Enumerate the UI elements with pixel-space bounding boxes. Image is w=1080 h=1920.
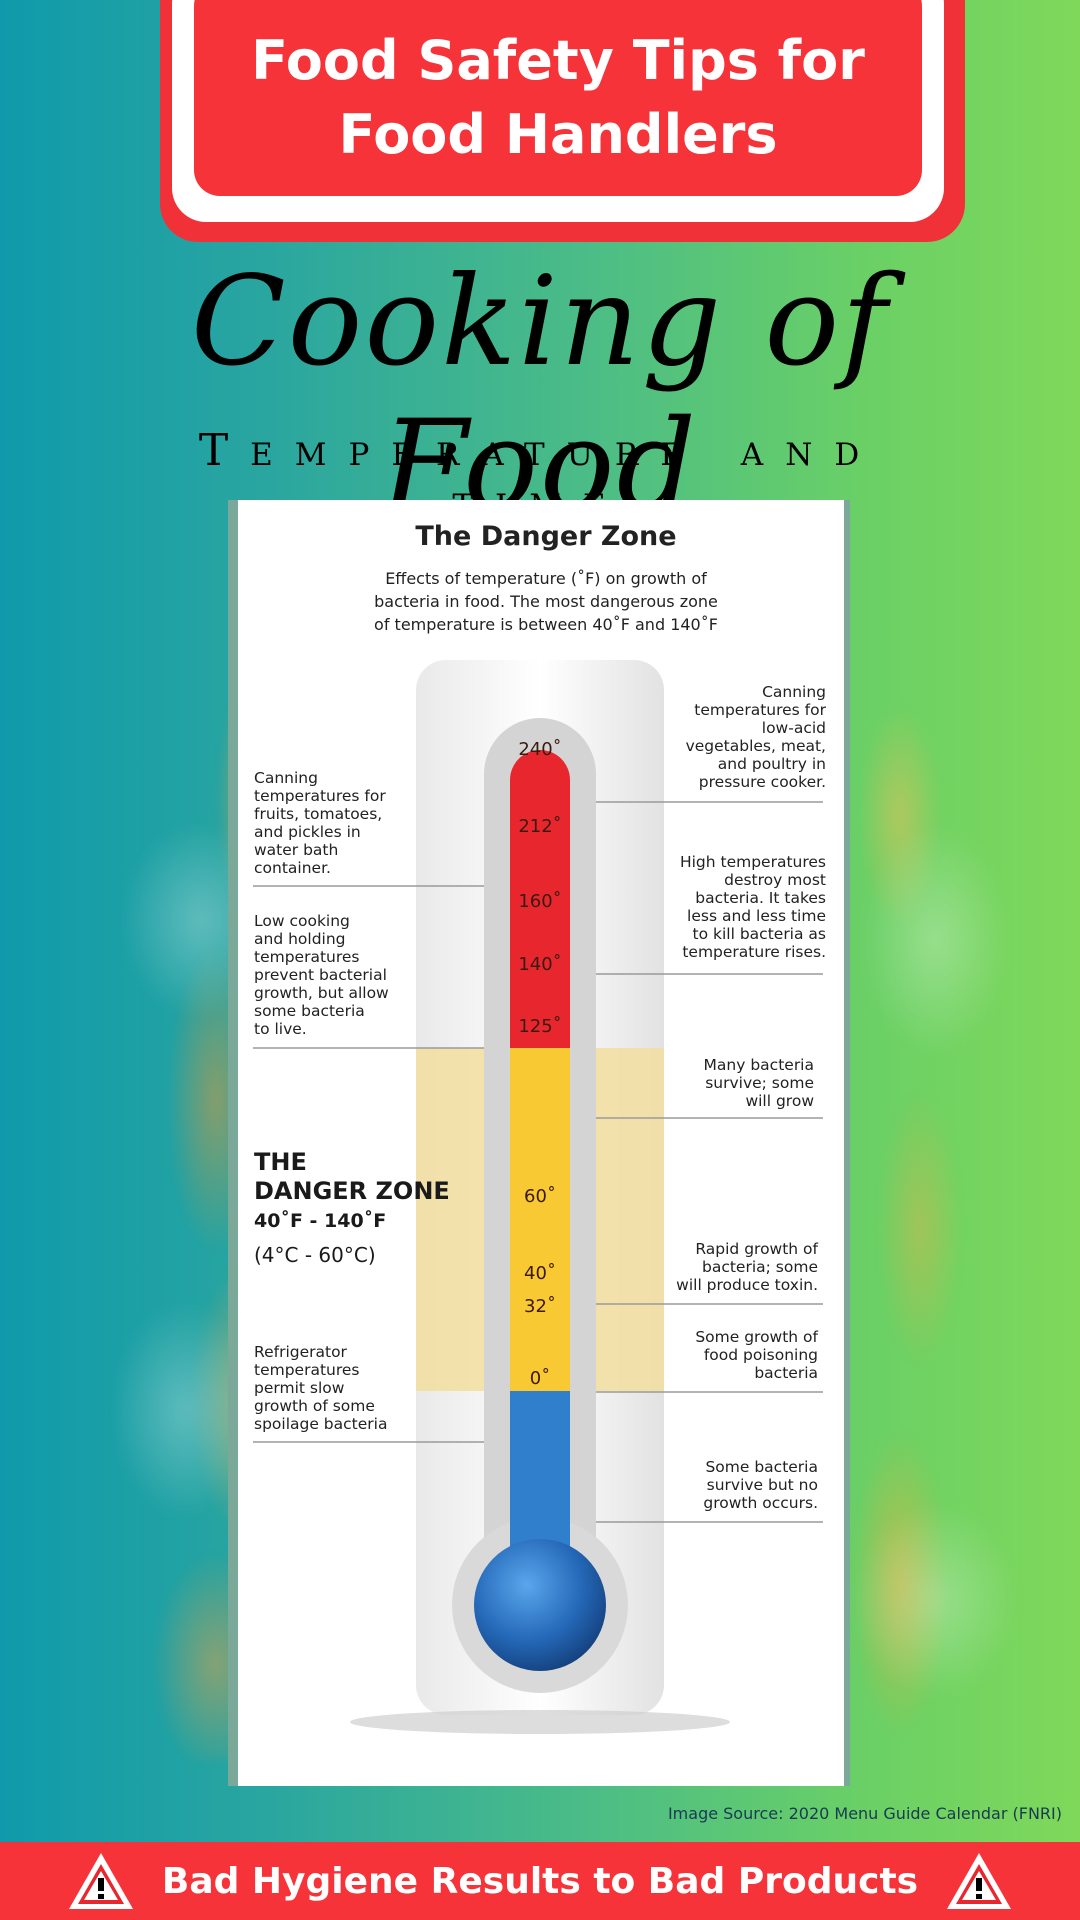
right-note-high-temperatures: High temperatures destroy most bacteria.… [680, 853, 826, 961]
note-line: and holding [254, 930, 346, 948]
note-line: will grow [745, 1092, 814, 1110]
note-line: food poisoning [704, 1346, 818, 1364]
note-line: Many bacteria [704, 1056, 814, 1074]
note-line: permit slow [254, 1379, 345, 1397]
note-line: Rapid growth of [695, 1240, 818, 1258]
temperature-label-240: 240˚ [518, 739, 561, 760]
note-line: and poultry in [718, 755, 826, 773]
note-line: low-acid [762, 719, 826, 737]
mercury-cold-segment [510, 1391, 570, 1551]
left-note-refrigerator: Refrigerator temperatures permit slow gr… [254, 1343, 387, 1433]
note-line: growth of some [254, 1397, 375, 1415]
left-note-canning-fruits: Canning temperatures for fruits, tomatoe… [254, 769, 386, 877]
left-note-low-cooking: Low cooking and holding temperatures pre… [254, 912, 389, 1038]
note-line: prevent bacterial [254, 966, 387, 984]
temperature-label-60: 60˚ [524, 1186, 556, 1207]
note-line: Some growth of [695, 1328, 818, 1346]
diagram-description-line1: Effects of temperature (˚F) on growth of [385, 569, 707, 588]
danger-zone-range-c: (4°C - 60°C) [254, 1243, 376, 1267]
note-line: temperature rises. [682, 943, 826, 961]
temperature-label-32: 32˚ [524, 1296, 556, 1317]
smoke-decoration [850, 1500, 1020, 1700]
temperature-label-0: 0˚ [530, 1368, 550, 1389]
note-line: temperatures [254, 948, 360, 966]
right-note-some-growth: Some growth of food poisoning bacteria [695, 1328, 818, 1382]
danger-zone-range-f: 40˚F - 140˚F [254, 1209, 386, 1232]
header-title-line1: Food Safety Tips for [251, 29, 865, 92]
note-line: growth, but allow [254, 984, 389, 1002]
temperature-labels: 240˚ 212˚ 160˚ 140˚ 125˚ 60˚ 40˚ 32˚ 0˚ [518, 739, 561, 1389]
note-line: Some bacteria [705, 1458, 818, 1476]
note-line: water bath [254, 841, 338, 859]
note-line: will produce toxin. [676, 1276, 818, 1294]
right-note-no-growth: Some bacteria survive but no growth occu… [703, 1458, 818, 1512]
danger-zone-label: THE DANGER ZONE 40˚F - 140˚F (4°C - 60°C… [254, 1148, 450, 1267]
note-line: and pickles in [254, 823, 361, 841]
danger-zone-heading-1: THE [254, 1148, 307, 1176]
temperature-label-125: 125˚ [518, 1016, 561, 1037]
note-line: Refrigerator [254, 1343, 348, 1361]
note-line: to live. [254, 1020, 307, 1038]
note-line: some bacteria [254, 1002, 365, 1020]
note-line: survive; some [705, 1074, 814, 1092]
warning-icon [947, 1853, 1012, 1909]
note-line: Canning [762, 683, 826, 701]
note-line: bacteria [754, 1364, 818, 1382]
temperature-label-212: 212˚ [518, 816, 561, 837]
note-line: less and less time [687, 907, 826, 925]
thermometer-shadow [350, 1710, 730, 1734]
thermometer-diagram: The Danger Zone Effects of temperature (… [253, 521, 827, 1734]
note-line: temperatures for [694, 701, 826, 719]
note-line: vegetables, meat, [686, 737, 826, 755]
temperature-label-160: 160˚ [518, 891, 561, 912]
note-line: temperatures [254, 1361, 360, 1379]
diagram-description-line3: of temperature is between 40˚F and 140˚F [374, 615, 718, 634]
note-line: to kill bacteria as [693, 925, 826, 943]
header-title-box: Food Safety Tips for Food Handlers [194, 0, 922, 196]
smoke-decoration [860, 820, 1010, 1060]
script-title: Cooking of Food [190, 250, 890, 538]
note-line: High temperatures [680, 853, 826, 871]
note-line: temperatures for [254, 787, 386, 805]
temperature-label-40: 40˚ [524, 1263, 556, 1284]
thermometer-bulb [474, 1539, 606, 1671]
diagram-title: The Danger Zone [415, 521, 676, 552]
mercury-hot-segment-bottom [510, 1000, 570, 1050]
note-line: pressure cooker. [699, 773, 826, 791]
danger-zone-diagram: The Danger Zone Effects of temperature (… [228, 500, 850, 1786]
right-note-rapid-growth: Rapid growth of bacteria; some will prod… [676, 1240, 818, 1294]
image-source-credit: Image Source: 2020 Menu Guide Calendar (… [667, 1804, 1062, 1823]
note-line: fruits, tomatoes, [254, 805, 382, 823]
right-note-canning-low-acid: Canning temperatures for low-acid vegeta… [686, 683, 827, 791]
temperature-label-140: 140˚ [518, 954, 561, 975]
bottom-banner: Bad Hygiene Results to Bad Products [0, 1842, 1080, 1920]
note-line: survive but no [707, 1476, 818, 1494]
note-line: bacteria; some [702, 1258, 818, 1276]
note-line: spoilage bacteria [254, 1415, 387, 1433]
danger-zone-heading-2: DANGER ZONE [254, 1177, 450, 1205]
note-line: Low cooking [254, 912, 350, 930]
note-line: Canning [254, 769, 318, 787]
right-note-many-bacteria: Many bacteria survive; some will grow [704, 1056, 815, 1110]
diagram-description-line2: bacteria in food. The most dangerous zon… [374, 592, 718, 611]
mercury-danger-segment [510, 1048, 570, 1391]
warning-icon [68, 1853, 133, 1909]
note-line: bacteria. It takes [695, 889, 826, 907]
bottom-banner-text: Bad Hygiene Results to Bad Products [161, 1860, 919, 1902]
note-line: container. [254, 859, 331, 877]
header-title-line2: Food Handlers [338, 103, 778, 166]
flame-decoration-right [840, 580, 1040, 1760]
note-line: destroy most [724, 871, 826, 889]
note-line: growth occurs. [703, 1494, 818, 1512]
mercury-hot-segment [510, 750, 570, 1050]
